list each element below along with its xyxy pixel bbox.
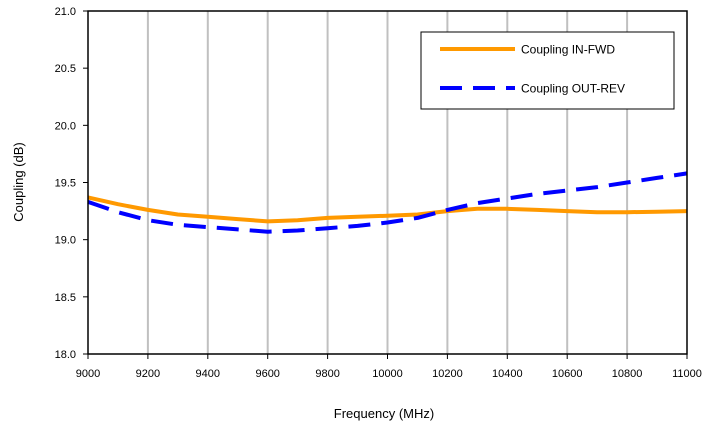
x-tick-label: 9600 [255,368,279,380]
x-tick-label: 11000 [672,368,702,380]
x-tick-label: 9800 [315,368,339,380]
y-tick-label: 18.0 [55,349,76,361]
y-tick-label: 18.5 [55,292,76,304]
x-tick-label: 10800 [612,368,643,380]
y-tick-label: 20.5 [55,63,76,75]
legend-label-out-rev: Coupling OUT-REV [521,82,625,96]
series-line-out-rev [87,171,688,234]
y-axis-label: Coupling (dB) [11,142,26,222]
x-tick-label: 10200 [432,368,463,380]
y-tick-label: 19.0 [55,235,76,247]
x-tick-label: 10400 [492,368,523,380]
x-tick-label: 9000 [76,368,100,380]
plot-series [87,171,688,234]
y-tick-label: 19.5 [55,178,76,190]
x-tick-label: 9400 [196,368,220,380]
x-tick-label: 9200 [136,368,160,380]
x-axis-label: Frequency (MHz) [334,406,434,421]
axes: 9000 9200 9400 9600 9800 10000 10200 10400 10600… [55,6,702,380]
y-tick-label: 20.0 [55,120,76,132]
legend-label-in-fwd: Coupling IN-FWD [521,43,615,57]
y-tick-label: 21.0 [55,6,76,18]
legend: Coupling IN-FWD Coupling OUT-REV [420,31,675,110]
x-tick-label: 10600 [552,368,583,380]
x-tick-label: 10000 [372,368,403,380]
legend-box [420,31,675,110]
series-line-in-fwd [87,195,688,224]
